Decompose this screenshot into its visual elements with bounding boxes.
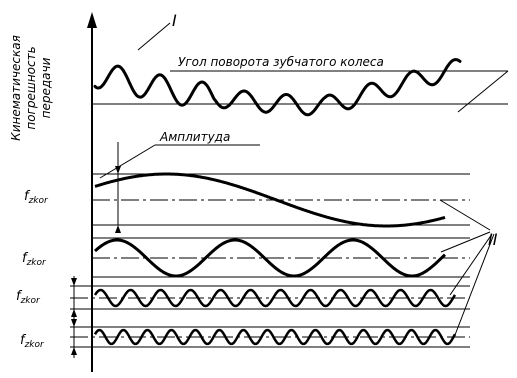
y-axis-label-line-3: передачи bbox=[39, 57, 53, 118]
harmonic-2-label: fzkor bbox=[22, 251, 47, 268]
h1-arrow-top bbox=[115, 166, 121, 174]
h3-arrow-bottom bbox=[71, 309, 77, 317]
h4-wave bbox=[93, 328, 457, 346]
harmonic-4-symbol: f bbox=[20, 333, 27, 348]
h4-arrow-top bbox=[71, 319, 77, 327]
marker-2-leader-3 bbox=[449, 233, 493, 296]
harmonic-1-label: fzkor bbox=[24, 189, 49, 206]
h3-arrow-top bbox=[71, 278, 77, 286]
h2-wave bbox=[93, 238, 447, 278]
vertical-axis-arrow bbox=[87, 12, 97, 28]
marker-1-leader bbox=[137, 22, 171, 51]
h1-arrow-bottom bbox=[115, 225, 121, 233]
y-axis-label-line-1: Кинематическая bbox=[9, 35, 23, 141]
harmonic-3-subscript: zkor bbox=[20, 296, 41, 306]
marker-2-leader-4 bbox=[454, 233, 495, 336]
h4-arrow-bottom bbox=[71, 347, 77, 355]
h1-wave bbox=[94, 172, 446, 228]
kinematic-error-curve bbox=[93, 58, 462, 117]
harmonic-components bbox=[70, 142, 470, 358]
marker-2-leader-top bbox=[457, 70, 509, 113]
harmonic-3-label: fzkor bbox=[16, 289, 41, 306]
harmonic-1-symbol: f bbox=[24, 189, 31, 204]
harmonic-3-symbol: f bbox=[16, 289, 23, 304]
amplitude-leader bbox=[99, 144, 156, 179]
harmonic-4-subscript: zkor bbox=[24, 340, 45, 350]
harmonic-2-symbol: f bbox=[22, 251, 29, 266]
y-axis-label: Кинематическая погрешность передачи bbox=[9, 35, 53, 141]
marker-2-label: II bbox=[488, 230, 498, 249]
marker-2-leader-1 bbox=[439, 199, 491, 231]
wheel-angle-label: Угол поворота зубчатого колеса bbox=[178, 55, 384, 69]
harmonic-4-label: fzkor bbox=[20, 333, 45, 350]
marker-1-label: I bbox=[172, 11, 177, 30]
h3-wave bbox=[93, 288, 457, 308]
y-axis-label-line-2: погрешность bbox=[24, 46, 38, 129]
marker-2-leader-2 bbox=[440, 231, 491, 253]
harmonic-2-subscript: zkor bbox=[26, 258, 47, 268]
harmonic-1-subscript: zkor bbox=[28, 196, 49, 206]
amplitude-label: Амплитуда bbox=[159, 130, 230, 144]
